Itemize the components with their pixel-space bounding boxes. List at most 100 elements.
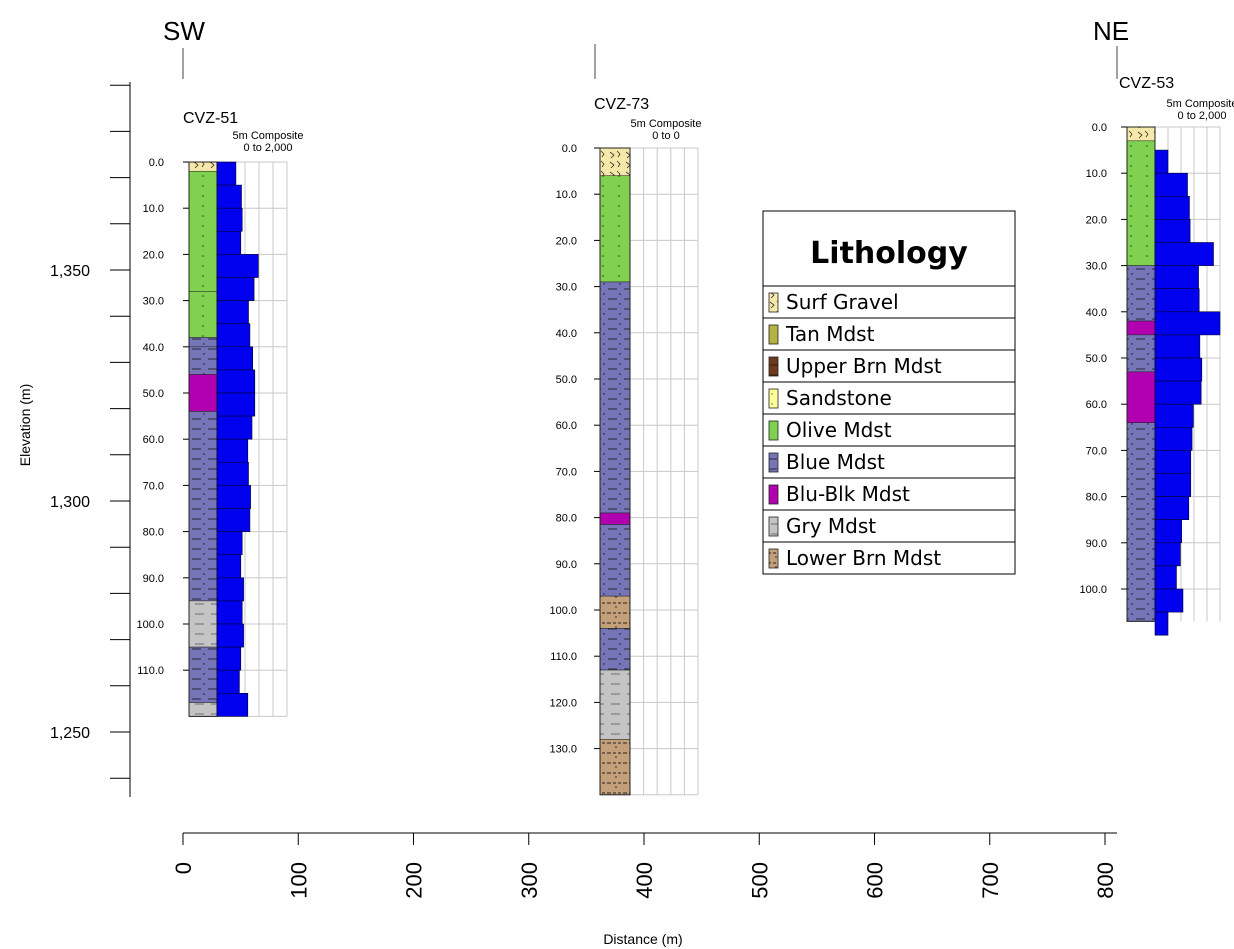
legend-swatch [768, 324, 779, 345]
legend-box [762, 210, 1016, 575]
lithology-interval-gry [188, 600, 218, 648]
composite-bar [1154, 426, 1193, 451]
depth-tick-label: 60.0 [1086, 399, 1107, 411]
composite-bar [216, 438, 249, 463]
well-name: CVZ-53 [1119, 75, 1174, 92]
lithology-interval-lowerbrn [599, 595, 631, 629]
composite-bar [216, 646, 242, 671]
lithology-interval-gry [599, 669, 631, 740]
lithology-legend: Lithology Surf Gravel Tan Mdst Upper Brn Md… [762, 210, 1016, 575]
composite-bar [1154, 565, 1177, 590]
depth-tick-label: 120.0 [549, 697, 577, 709]
composite-bar [216, 669, 240, 694]
composite-bar [216, 207, 243, 232]
lithology-interval-surf [188, 161, 218, 172]
distance-tick-label: 200 [402, 862, 427, 899]
lithology-interval-blublk [1126, 320, 1156, 336]
elevation-axis: 1,350 1,300 1,250 [50, 82, 131, 797]
elevation-tick-label: 1,250 [50, 725, 90, 742]
depth-tick-label: 30.0 [1086, 261, 1107, 273]
track-label: 5m Composite [233, 130, 304, 142]
depth-tick-label: 50.0 [1086, 353, 1107, 365]
lithology-interval-gry [188, 702, 218, 717]
lithology-interval-olive [188, 291, 218, 338]
composite-bar [216, 461, 249, 486]
composite-bar [1154, 242, 1214, 266]
composite-bar [1154, 311, 1221, 336]
composite-bar [1154, 219, 1191, 243]
composite-bar [216, 392, 256, 417]
lithology-interval-blue [599, 524, 631, 597]
lithology-interval-blue [188, 411, 218, 602]
depth-tick-label: 40.0 [143, 342, 164, 354]
composite-bar [1154, 519, 1182, 544]
lithology-interval-blue [1126, 334, 1156, 373]
composite-bar [1154, 380, 1202, 405]
lithology-interval-blue [188, 646, 218, 703]
depth-tick-label: 40.0 [556, 328, 577, 340]
composite-bar [216, 346, 254, 371]
legend-item-tan: Tan Mdst [763, 317, 1015, 346]
depth-tick-label: 100.0 [136, 619, 164, 631]
depth-tick-label: 40.0 [1086, 307, 1107, 319]
lithology-interval-blublk [188, 374, 218, 412]
lithology-column-border [599, 147, 631, 796]
composite-bar [216, 323, 251, 348]
depth-tick-label: 100.0 [549, 605, 577, 617]
depth-tick-label: 0.0 [149, 157, 164, 169]
depth-tick-label: 30.0 [143, 296, 164, 308]
elevation-tick-label: 1,350 [50, 263, 90, 280]
depth-tick-label: 50.0 [556, 374, 577, 386]
lithology-interval-blublk [599, 512, 631, 525]
composite-bar [216, 277, 255, 301]
composite-bar [216, 531, 243, 555]
lithology-interval-blue [188, 346, 218, 375]
lithology-interval-blue [599, 281, 631, 514]
lithology-interval-surf [1126, 126, 1156, 142]
composite-bar [216, 369, 256, 394]
lithology-interval-lowerbrn [599, 739, 631, 796]
legend-item-lowerbrn: Lower Brn Mdst [763, 541, 1015, 570]
composite-bar [1154, 542, 1181, 567]
depth-tick-label: 110.0 [137, 665, 164, 677]
depth-tick-label: 0.0 [1092, 122, 1107, 134]
depth-tick-label: 70.0 [556, 466, 577, 478]
depth-tick-label: 80.0 [143, 527, 164, 539]
legend-label: Gry Mdst [786, 514, 876, 538]
track-range-label: 0 to 0 [652, 130, 680, 142]
depth-tick-label: 20.0 [1086, 214, 1107, 226]
legend-swatch [768, 484, 779, 505]
distance-tick-label: 800 [1093, 862, 1118, 899]
composite-bar [216, 600, 243, 625]
composite-bar [1154, 288, 1200, 313]
depth-tick-label: 130.0 [549, 744, 577, 756]
elevation-tick-label: 1,300 [50, 494, 90, 511]
lithology-interval-blue [1126, 265, 1156, 322]
depth-tick-label: 30.0 [556, 282, 577, 294]
legend-label: Upper Brn Mdst [786, 354, 942, 378]
legend-item-gry: Gry Mdst [763, 509, 1015, 538]
composite-bar [1154, 357, 1203, 382]
legend-swatch [768, 548, 779, 569]
distance-tick-label: 400 [632, 862, 657, 899]
legend-item-surf: Surf Gravel [763, 285, 1015, 314]
composite-bar [216, 554, 242, 579]
legend-label: Lower Brn Mdst [786, 546, 941, 570]
distance-tick-label: 500 [747, 862, 772, 899]
legend-label: Blue Mdst [786, 450, 885, 474]
depth-tick-label: 80.0 [1086, 492, 1107, 504]
x-axis-label: Distance (m) [603, 931, 682, 947]
composite-bar [1154, 149, 1169, 174]
depth-tick-label: 10.0 [1086, 168, 1107, 180]
distance-tick-label: 700 [978, 862, 1003, 899]
track-range-label: 0 to 2,000 [244, 142, 293, 154]
lithology-interval-surf [599, 147, 631, 176]
composite-bar [1154, 403, 1194, 428]
composite-bar [216, 231, 242, 255]
depth-tick-label: 20.0 [556, 235, 577, 247]
composite-bar [1154, 172, 1188, 197]
composite-bar [216, 300, 249, 325]
